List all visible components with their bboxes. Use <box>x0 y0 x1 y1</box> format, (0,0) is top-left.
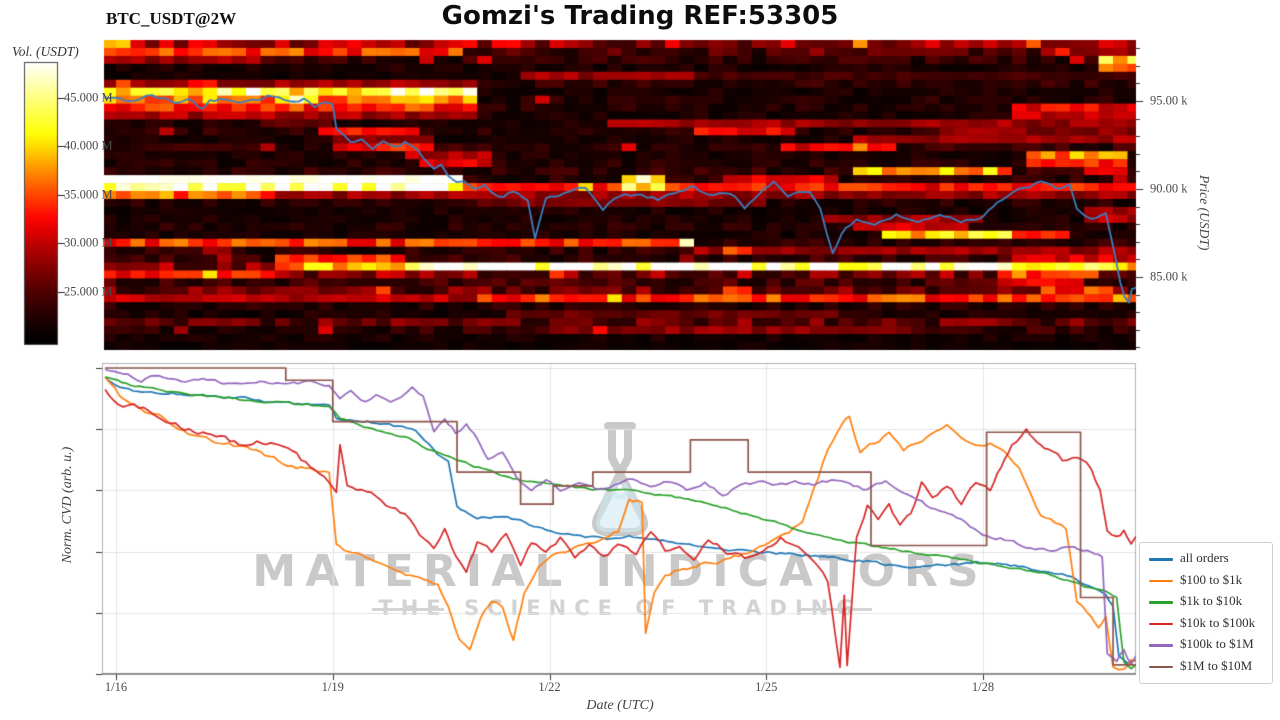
legend-label: all orders <box>1180 550 1229 565</box>
date-tick-label: 1/25 <box>755 680 778 694</box>
legend-item: all orders <box>1140 549 1272 570</box>
legend-item: $100k to $1M <box>1140 635 1272 656</box>
colorbar-label: Vol. (USDT) <box>12 44 79 59</box>
colorbar-tick-label: 35.000 M <box>64 187 113 202</box>
heatmap-title: BTC_USDT@2W <box>106 9 237 28</box>
date-axis-label: Date (UTC) <box>586 698 654 713</box>
legend-swatch <box>1149 665 1173 669</box>
colorbar-tick-label: 40.000 M <box>64 138 113 153</box>
legend-label: $100k to $1M <box>1180 636 1254 651</box>
legend-item: $100 to $1k <box>1140 571 1272 592</box>
colorbar-tick-label: 25.000 M <box>64 284 113 299</box>
date-tick-label: 1/22 <box>538 680 561 694</box>
legend-label: $100 to $1k <box>1180 571 1243 587</box>
date-tick-label: 1/19 <box>321 680 344 694</box>
legend-swatch <box>1149 558 1173 561</box>
date-tick-label: 1/16 <box>104 680 128 694</box>
colorbar-tick-label: 45.000 M <box>64 90 113 105</box>
legend-label: $1k to $10k <box>1180 593 1243 608</box>
page-title: Gomzi's Trading REF:53305 <box>441 1 839 31</box>
legend-item: $1M to $10M <box>1140 657 1272 678</box>
price-tick-label: 85.00 k <box>1150 269 1188 284</box>
cvd-y-axis-label: Norm. CVD (arb. u.) <box>60 446 75 564</box>
price-tick-label: 95.00 k <box>1150 93 1188 108</box>
legend-swatch <box>1149 579 1173 583</box>
legend-swatch <box>1149 601 1173 604</box>
price-tick-label: 90.00 k <box>1150 181 1188 196</box>
legend-swatch <box>1149 644 1173 647</box>
legend-item: $1k to $10k <box>1140 592 1272 613</box>
legend-label: $10k to $100k <box>1180 614 1256 630</box>
colorbar-tick-label: 30.000 M <box>64 235 113 250</box>
legend-item: $10k to $100k <box>1140 614 1272 635</box>
legend: all orders $100 to $1k $1k to $10k $10k to … <box>1139 542 1273 684</box>
date-tick-label: 1/28 <box>971 680 995 694</box>
legend-label: $1M to $10M <box>1180 657 1253 673</box>
legend-swatch <box>1149 622 1173 626</box>
